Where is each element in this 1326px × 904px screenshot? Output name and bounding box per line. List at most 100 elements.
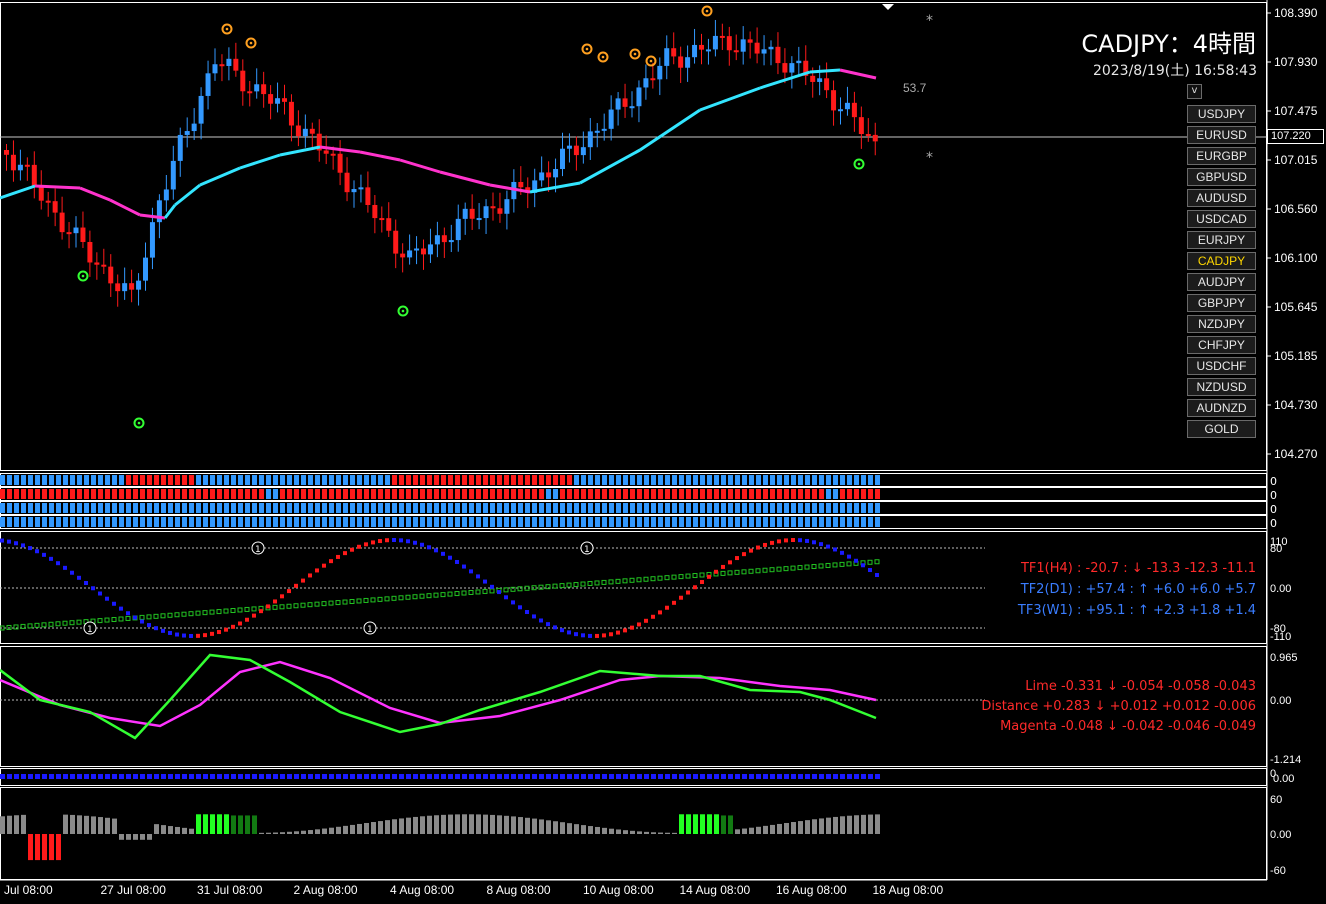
strip-cell bbox=[728, 517, 733, 527]
strip-cell bbox=[553, 517, 558, 527]
tf-h4-square bbox=[364, 542, 368, 547]
strip-cell bbox=[350, 503, 355, 513]
pair-button-gbpusd[interactable]: GBPUSD bbox=[1187, 168, 1256, 186]
dot-cell bbox=[385, 774, 390, 779]
strip-cell bbox=[532, 489, 537, 499]
strip-cell bbox=[14, 517, 19, 527]
strip-cell bbox=[378, 489, 383, 499]
dot-cell bbox=[658, 774, 663, 779]
tf-h4-square bbox=[378, 539, 382, 544]
strip-cell bbox=[343, 475, 348, 485]
dot-cell bbox=[616, 774, 621, 779]
strip-cell bbox=[511, 489, 516, 499]
strip-cell bbox=[651, 475, 656, 485]
strip-cell bbox=[462, 517, 467, 527]
candle-body bbox=[587, 131, 593, 148]
strip-cell bbox=[56, 503, 61, 513]
candle-body bbox=[636, 87, 642, 107]
pair-button-chfjpy[interactable]: CHFJPY bbox=[1187, 336, 1256, 354]
dot-cell bbox=[847, 774, 852, 779]
strip-cell bbox=[616, 517, 621, 527]
tf-green-square bbox=[426, 593, 432, 599]
strip-cell bbox=[623, 503, 628, 513]
strip-cell bbox=[567, 475, 572, 485]
candle-body bbox=[101, 264, 107, 267]
pair-button-eurjpy[interactable]: EURJPY bbox=[1187, 231, 1256, 249]
strip-cell bbox=[63, 475, 68, 485]
pair-button-eurusd[interactable]: EURUSD bbox=[1187, 126, 1256, 144]
tf-green-square bbox=[685, 573, 691, 579]
candle-body bbox=[24, 164, 30, 167]
dot-cell bbox=[49, 774, 54, 779]
pair-button-gbpjpy[interactable]: GBPJPY bbox=[1187, 294, 1256, 312]
candle-body bbox=[476, 218, 482, 221]
pair-button-audjpy[interactable]: AUDJPY bbox=[1187, 273, 1256, 291]
candle-body bbox=[386, 218, 392, 231]
hist-bar bbox=[168, 826, 173, 834]
dot-cell bbox=[728, 774, 733, 779]
dot-cell bbox=[833, 774, 838, 779]
strip-cell bbox=[448, 475, 453, 485]
strip-cell bbox=[287, 503, 292, 513]
tf-cross-label: 1 bbox=[255, 545, 261, 555]
pair-button-gold[interactable]: GOLD bbox=[1187, 420, 1256, 438]
sell-signal-dot bbox=[225, 27, 229, 31]
dot-cell bbox=[266, 774, 271, 779]
hist-bar bbox=[518, 817, 523, 834]
strip-cell bbox=[826, 489, 831, 499]
strip-cell bbox=[336, 489, 341, 499]
strip-cell bbox=[175, 517, 180, 527]
pair-button-usdchf[interactable]: USDCHF bbox=[1187, 357, 1256, 375]
osc-info-line-1: Lime -0.331 ↓ -0.054 -0.058 -0.043 bbox=[1025, 679, 1256, 694]
pair-button-nzdjpy[interactable]: NZDJPY bbox=[1187, 315, 1256, 333]
tf-green-square bbox=[832, 562, 838, 568]
strip-cell bbox=[770, 503, 775, 513]
strip-cell bbox=[168, 517, 173, 527]
ma-segment bbox=[699, 86, 761, 112]
candle-body bbox=[608, 109, 614, 129]
strip-cell bbox=[861, 475, 866, 485]
tf-h4-square bbox=[574, 632, 578, 637]
candle-body bbox=[671, 48, 677, 57]
candle-body bbox=[560, 148, 565, 170]
strip-cell bbox=[483, 489, 488, 499]
dot-cell bbox=[224, 774, 229, 779]
tf-h4-square bbox=[147, 623, 151, 628]
toggle-button[interactable]: v bbox=[1187, 84, 1202, 99]
pair-button-audusd[interactable]: AUDUSD bbox=[1187, 189, 1256, 207]
pair-button-usdjpy[interactable]: USDJPY bbox=[1187, 105, 1256, 123]
pair-button-cadjpy[interactable]: CADJPY bbox=[1187, 252, 1256, 270]
hist-bar bbox=[413, 816, 418, 834]
candle-body bbox=[136, 280, 142, 290]
tf-h4-square bbox=[399, 538, 403, 543]
strip-cell bbox=[378, 475, 383, 485]
hist-bar bbox=[364, 822, 369, 834]
strip-cell bbox=[840, 475, 845, 485]
pair-button-audnzd[interactable]: AUDNZD bbox=[1187, 399, 1256, 417]
strip-cell bbox=[504, 503, 509, 513]
tf-green-square bbox=[391, 595, 397, 601]
strip-cell bbox=[147, 503, 152, 513]
strip-cell bbox=[777, 503, 782, 513]
strip-cell bbox=[49, 489, 54, 499]
hist-bar bbox=[854, 815, 859, 834]
strip-cell bbox=[315, 503, 320, 513]
dot-cell bbox=[84, 774, 89, 779]
strip-cell bbox=[399, 475, 404, 485]
tf-h4-square bbox=[273, 599, 277, 604]
strip-cell bbox=[21, 489, 26, 499]
strip-cell bbox=[91, 503, 96, 513]
pair-button-nzdusd[interactable]: NZDUSD bbox=[1187, 378, 1256, 396]
pair-button-usdcad[interactable]: USDCAD bbox=[1187, 210, 1256, 228]
pair-button-eurgbp[interactable]: EURGBP bbox=[1187, 147, 1256, 165]
hist-bar bbox=[693, 814, 698, 834]
strip-cell bbox=[497, 475, 502, 485]
hist-bar bbox=[791, 822, 796, 834]
strip-cell bbox=[203, 517, 208, 527]
tf-h4-square bbox=[721, 564, 725, 569]
strip-cell bbox=[217, 489, 222, 499]
tf-green-square bbox=[762, 567, 768, 573]
dot-cell bbox=[238, 774, 243, 779]
strip-cell bbox=[392, 503, 397, 513]
